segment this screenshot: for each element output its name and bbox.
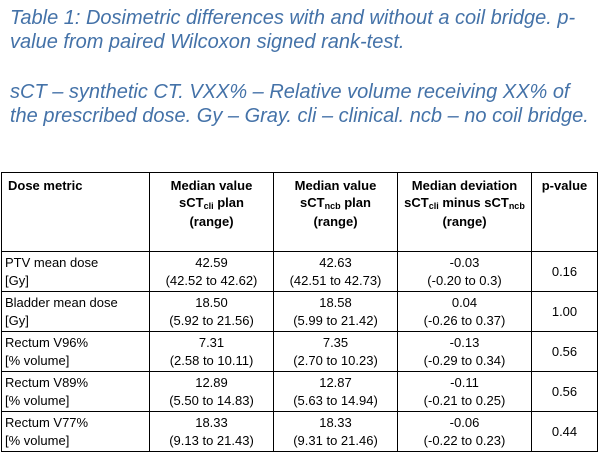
header-median-ncb-plan: sCTncb plan	[300, 195, 371, 211]
p-value-cell: 0.16	[531, 251, 598, 292]
header-median-cli-range: (range)	[189, 214, 234, 229]
table-caption-title: Table 1: Dosimetric differences with and…	[10, 7, 576, 53]
median-deviation-cell: -0.06 (-0.22 to 0.23)	[397, 411, 532, 452]
table-row: Rectum V89% [% volume] 12.89 (5.50 to 14.8…	[1, 371, 598, 412]
header-median-deviation-range: (range)	[442, 214, 487, 229]
dosimetric-table: Dose metric Median value sCTcli plan (ra…	[1, 172, 598, 452]
p-value-cell: 0.44	[531, 411, 598, 452]
table-caption-abbreviations: sCT – synthetic CT. VXX% – Relative volu…	[10, 81, 589, 127]
dose-metric-cell: Rectum V96% [% volume]	[1, 331, 150, 372]
p-value-cell: 0.56	[531, 331, 598, 372]
dose-metric-cell: Bladder mean dose [Gy]	[1, 291, 150, 332]
median-ncb-cell: 12.87 (5.63 to 14.94)	[273, 371, 398, 412]
table-header-row: Dose metric Median value sCTcli plan (ra…	[1, 172, 598, 252]
dose-metric-cell: Rectum V89% [% volume]	[1, 371, 150, 412]
header-median-deviation: Median deviation sCTcli minus sCTncb (ra…	[397, 172, 532, 252]
median-ncb-cell: 7.35 (2.70 to 10.23)	[273, 331, 398, 372]
p-value-cell: 1.00	[531, 291, 598, 332]
median-cli-cell: 42.59 (42.52 to 42.62)	[149, 251, 274, 292]
p-value-cell: 0.56	[531, 371, 598, 412]
median-deviation-cell: -0.03 (-0.20 to 0.3)	[397, 251, 532, 292]
header-median-cli: Median value sCTcli plan (range)	[149, 172, 274, 252]
median-deviation-cell: -0.13 (-0.29 to 0.34)	[397, 331, 532, 372]
dose-metric-cell: Rectum V77% [% volume]	[1, 411, 150, 452]
header-median-ncb: Median value sCTncb plan (range)	[273, 172, 398, 252]
median-ncb-cell: 18.33 (9.31 to 21.46)	[273, 411, 398, 452]
median-ncb-cell: 18.58 (5.99 to 21.42)	[273, 291, 398, 332]
header-dose-metric: Dose metric	[1, 172, 150, 252]
median-deviation-cell: -0.11 (-0.21 to 0.25)	[397, 371, 532, 412]
median-cli-cell: 7.31 (2.58 to 10.11)	[149, 331, 274, 372]
table-row: Rectum V96% [% volume] 7.31 (2.58 to 10.11…	[1, 331, 598, 372]
dose-metric-cell: PTV mean dose [Gy]	[1, 251, 150, 292]
header-median-deviation-formula: sCTcli minus sCTncb	[404, 195, 525, 211]
median-cli-cell: 18.50 (5.92 to 21.56)	[149, 291, 274, 332]
header-median-cli-label: Median value	[170, 178, 253, 193]
table-row: Bladder mean dose [Gy] 18.50 (5.92 to 21.5…	[1, 291, 598, 332]
median-deviation-cell: 0.04 (-0.26 to 0.37)	[397, 291, 532, 332]
header-p-value: p-value	[531, 172, 598, 252]
median-cli-cell: 12.89 (5.50 to 14.83)	[149, 371, 274, 412]
header-median-ncb-label: Median value	[294, 178, 377, 193]
table-row: Rectum V77% [% volume] 18.33 (9.13 to 21.4…	[1, 411, 598, 452]
median-cli-cell: 18.33 (9.13 to 21.43)	[149, 411, 274, 452]
table-row: PTV mean dose [Gy] 42.59 (42.52 to 42.62) …	[1, 251, 598, 292]
header-median-ncb-range: (range)	[313, 214, 358, 229]
median-ncb-cell: 42.63 (42.51 to 42.73)	[273, 251, 398, 292]
header-median-deviation-label: Median deviation	[411, 178, 518, 193]
header-median-cli-plan: sCTcli plan	[179, 195, 244, 211]
